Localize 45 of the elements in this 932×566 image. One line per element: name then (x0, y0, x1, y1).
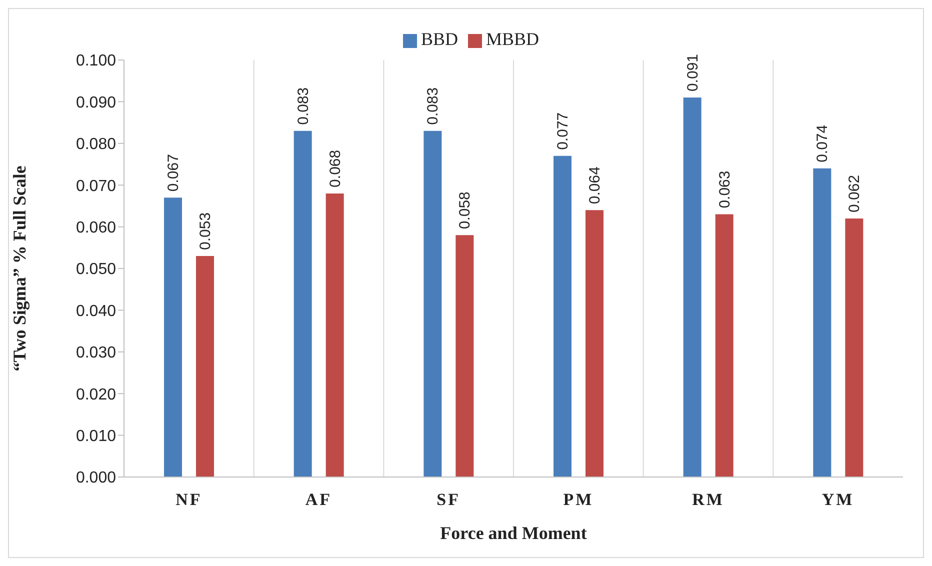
data-label: 0.068 (326, 150, 344, 188)
data-label: 0.063 (716, 170, 734, 208)
data-label: 0.062 (846, 174, 864, 212)
data-label: 0.077 (554, 112, 572, 150)
data-label: 0.067 (165, 154, 182, 192)
data-label: 0.064 (586, 166, 604, 204)
y-tick-label: 0.070 (76, 178, 116, 195)
y-tick-label: 0.020 (76, 386, 116, 404)
y-tick-label: 0.050 (76, 261, 116, 278)
y-tick-label: 0.000 (76, 470, 116, 487)
y-tick-label: 0.080 (76, 136, 116, 154)
bar (294, 130, 312, 477)
data-label: 0.074 (814, 124, 832, 162)
bar (715, 214, 734, 477)
bar (554, 156, 572, 477)
y-tick-label: 0.030 (76, 344, 116, 362)
y-tick-label: 0.100 (76, 52, 116, 70)
bar (845, 218, 864, 477)
legend-label: MBBD (486, 29, 540, 49)
y-tick-label: 0.010 (76, 428, 116, 445)
x-tick-label: PM (563, 490, 594, 510)
y-tick-label: 0.040 (76, 302, 116, 320)
x-tick-label: RM (692, 490, 724, 510)
y-tick-label: 0.090 (76, 94, 116, 112)
y-axis-title: “Two Sigma” % Full Scale (9, 166, 30, 372)
data-label: 0.053 (197, 212, 214, 250)
x-tick-label: NF (176, 490, 202, 510)
bar (813, 168, 832, 477)
data-label: 0.083 (424, 87, 442, 125)
bar (424, 130, 442, 477)
data-label: 0.058 (456, 192, 474, 230)
bar (586, 210, 604, 477)
bar (326, 193, 344, 477)
bar (683, 98, 702, 477)
data-label: 0.083 (294, 87, 312, 125)
x-axis-title: Force and Moment (440, 523, 587, 543)
x-tick-label: YM (822, 490, 854, 510)
x-tick-label: AF (305, 490, 332, 510)
y-tick-label: 0.060 (76, 219, 116, 236)
data-label: 0.091 (684, 54, 702, 92)
bar (196, 256, 214, 477)
x-tick-label: SF (436, 490, 461, 510)
bar (164, 198, 182, 477)
bar (456, 235, 474, 477)
legend-label: BBD (420, 29, 458, 49)
